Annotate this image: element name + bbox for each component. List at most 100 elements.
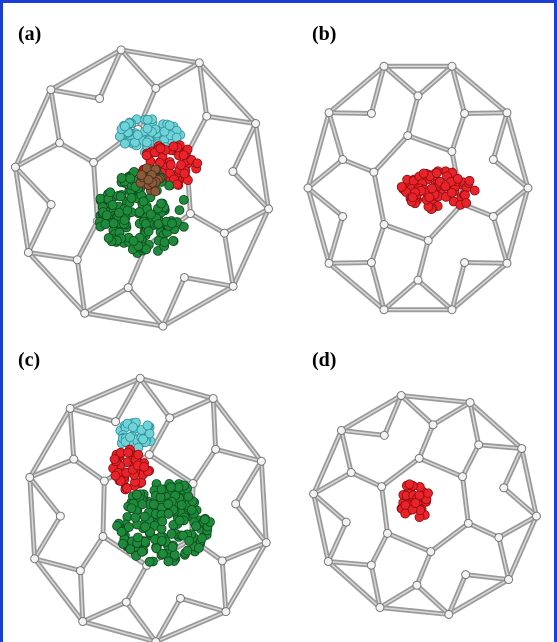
panel-label: (a) [18,23,41,45]
cage-node [378,483,386,491]
cage-node [489,156,497,164]
cage-node [448,306,456,314]
cage-node [66,404,74,412]
atom [109,219,118,228]
atom [166,483,175,492]
atom [127,193,136,202]
atom [164,500,173,509]
cage-node [100,477,108,485]
cage-node [367,259,375,267]
cage-node [380,306,388,314]
atom [127,504,136,513]
atom [156,144,165,153]
atom [122,484,131,493]
cage-node [26,473,34,481]
atom [165,121,174,130]
panel-label: (d) [312,349,336,371]
cage-node [31,555,39,563]
cage-node [229,282,237,290]
cage-node [427,548,435,556]
cage-node [325,259,333,267]
cage-node [414,276,422,284]
cage-node [339,212,347,220]
atom [168,219,177,228]
cage-node [79,618,87,626]
figure: (a) (b) (c) (d) [0,0,557,642]
cage-node [413,581,421,589]
cage-node [145,451,153,459]
cage-node [152,638,160,642]
cage-node [257,457,265,465]
atom [175,516,184,525]
cage-node [397,392,405,400]
cage-node [532,512,540,520]
atom [110,455,119,464]
atom [405,480,414,489]
atom [397,182,406,191]
atom [114,208,123,217]
cage-node [212,445,220,453]
atom [128,423,137,432]
cage-node [70,455,78,463]
cage-node [76,567,84,575]
cage-node [518,445,526,453]
cage-node [462,571,470,579]
atom [158,517,167,526]
cage-node [262,539,270,547]
atom [132,490,141,499]
cage-node [367,109,375,117]
cage-node [347,469,355,477]
panel-label: (c) [18,349,40,371]
atom [179,195,188,204]
atom [177,501,186,510]
atom [425,193,434,202]
cage-node [445,610,453,618]
atom [160,238,169,247]
cage-node [503,109,511,117]
atom [131,513,140,522]
atom [137,171,146,180]
atom [129,236,138,245]
atom [419,169,428,178]
cage-node [124,284,132,292]
atom [408,193,417,202]
cage-node [475,441,483,449]
cage-node [229,168,237,176]
atom [411,499,420,508]
cage-node [122,598,130,606]
atom [453,174,462,183]
cage-node [176,594,184,602]
atom [126,174,135,183]
cage-node [152,84,160,92]
cage-node [424,236,432,244]
cage-node [209,394,217,402]
atom [197,534,206,543]
cage-node [414,92,422,100]
atom [168,542,177,551]
cage-node [503,259,511,267]
atom [175,206,184,215]
cage-node [380,62,388,70]
atom [116,192,125,201]
cage-node [220,229,228,237]
cage-node [186,210,194,218]
atom [138,547,147,556]
atom [173,180,182,189]
atom [143,115,152,124]
panel-label: (b) [312,23,336,45]
cage-node [117,46,125,54]
atom [117,173,126,182]
cage-node [159,322,167,330]
cage-node [47,200,55,208]
cage-node [310,490,318,498]
cage-node [56,512,64,520]
atom [142,151,151,160]
cage-edge-hi [465,263,507,264]
atom [141,522,150,531]
cage-node [524,184,532,192]
atom [145,557,154,566]
cage-node [195,59,203,67]
atom [151,187,160,196]
atom [169,236,178,245]
atom [106,188,115,197]
